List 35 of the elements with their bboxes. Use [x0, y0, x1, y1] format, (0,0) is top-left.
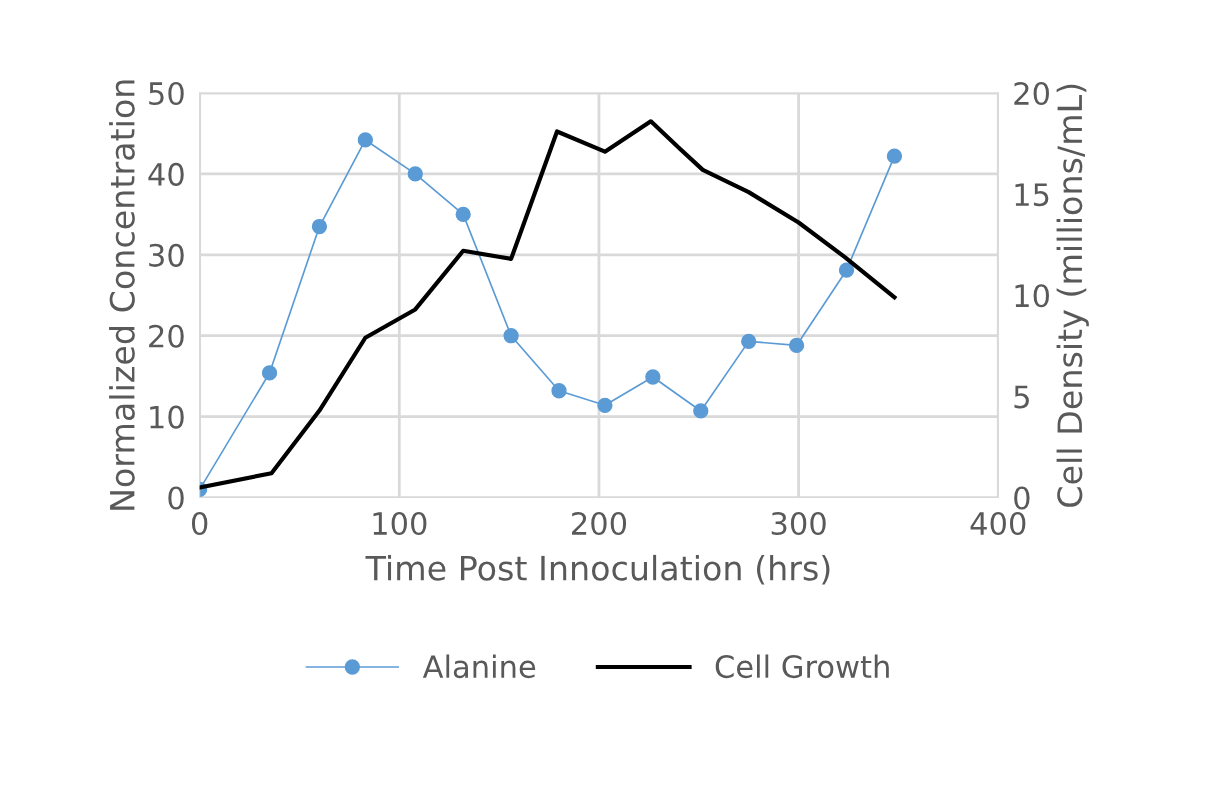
point [455, 206, 471, 223]
point [407, 166, 423, 182]
point [311, 218, 328, 235]
x-axis-title: Time Post Innoculation (hrs) [365, 554, 830, 585]
y-axis-title: Normalized Concentration [109, 80, 135, 510]
point [788, 337, 805, 354]
point [645, 369, 661, 385]
point [357, 132, 373, 148]
x-tick-label: 200 [572, 511, 627, 536]
y2-tick-label: 0 [1014, 486, 1030, 510]
y-tick-label: 40 [148, 162, 184, 186]
legend-label: Alanine [422, 654, 536, 679]
x-tick-label: 400 [970, 511, 1026, 536]
x-tick-label: 0 [191, 511, 208, 536]
point [503, 328, 519, 344]
y-tick-label: 30 [149, 243, 184, 267]
y2-tick-label: 10 [1015, 284, 1049, 308]
legend-label: Cell Growth [715, 654, 889, 679]
x-tick-label: 100 [373, 511, 427, 536]
y2-axis-title: Cell Density (millions/mL) [1056, 84, 1089, 507]
y-tick-label: 10 [150, 405, 184, 429]
point [886, 148, 903, 164]
point [838, 262, 855, 278]
y2-tick-label: 5 [1014, 385, 1029, 409]
y-tick-label: 50 [149, 81, 184, 106]
point [597, 397, 613, 413]
y2-tick-label: 15 [1015, 183, 1049, 207]
x-tick-label: 300 [771, 511, 826, 536]
point [693, 403, 709, 419]
point [551, 383, 567, 399]
y-tick-label: 0 [168, 486, 184, 510]
point [261, 365, 278, 381]
point [741, 333, 757, 350]
y-tick-label: 20 [149, 324, 184, 348]
y2-tick-label: 20 [1014, 81, 1049, 106]
